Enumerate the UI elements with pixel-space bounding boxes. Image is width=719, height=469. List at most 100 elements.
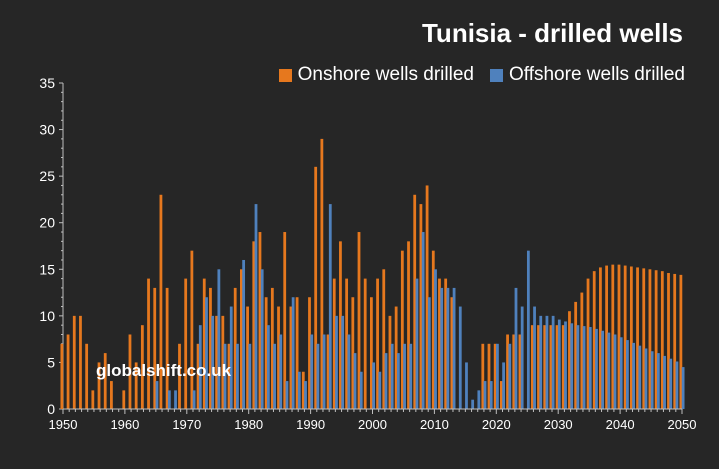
onshore-bar bbox=[636, 267, 639, 409]
offshore-bar bbox=[656, 353, 660, 409]
y-tick-label: 10 bbox=[39, 308, 55, 324]
onshore-bar bbox=[233, 287, 237, 409]
onshore-bar bbox=[60, 343, 64, 409]
x-tick-label: 1960 bbox=[110, 417, 139, 432]
onshore-bar bbox=[221, 315, 225, 409]
onshore-bar bbox=[178, 343, 181, 409]
x-tick-label: 1980 bbox=[234, 417, 263, 432]
onshore-bar bbox=[499, 381, 503, 409]
offshore-bar bbox=[508, 343, 512, 409]
legend-swatch-offshore bbox=[489, 68, 503, 82]
offshore-bar bbox=[601, 330, 605, 409]
offshore-bar bbox=[236, 343, 239, 409]
onshore-bar bbox=[537, 325, 540, 409]
onshore-bar bbox=[592, 271, 596, 409]
onshore-bar bbox=[481, 343, 485, 409]
offshore-bar bbox=[619, 337, 623, 409]
onshore-bar bbox=[308, 297, 311, 409]
offshore-bar bbox=[644, 348, 648, 409]
offshore-bar bbox=[217, 269, 221, 409]
onshore-bar bbox=[419, 204, 423, 409]
onshore-bar bbox=[246, 306, 249, 409]
onshore-bar bbox=[357, 232, 361, 409]
offshore-bar bbox=[520, 306, 524, 409]
onshore-bar bbox=[128, 334, 132, 409]
onshore-bar bbox=[425, 185, 429, 409]
offshore-bar bbox=[198, 325, 202, 409]
onshore-bar bbox=[444, 278, 448, 409]
offshore-bar bbox=[291, 297, 295, 409]
offshore-bar bbox=[681, 367, 685, 409]
offshore-bar bbox=[452, 287, 456, 409]
offshore-bar bbox=[310, 334, 314, 409]
offshore-bar bbox=[248, 343, 252, 409]
onshore-bar bbox=[240, 269, 243, 409]
offshore-bar bbox=[502, 362, 505, 409]
offshore-bar bbox=[260, 269, 264, 409]
onshore-bar bbox=[599, 267, 602, 409]
onshore-bar bbox=[512, 334, 516, 409]
onshore-bar bbox=[202, 278, 206, 409]
x-tick-label: 2030 bbox=[544, 417, 573, 432]
offshore-bar bbox=[632, 342, 635, 409]
offshore-bar bbox=[477, 390, 481, 409]
offshore-bar bbox=[465, 362, 468, 409]
onshore-bar bbox=[611, 264, 615, 409]
offshore-bar bbox=[229, 306, 233, 409]
onshore-bar bbox=[85, 343, 89, 409]
legend-item-onshore: Onshore wells drilled bbox=[278, 64, 474, 86]
offshore-bar bbox=[533, 306, 536, 409]
x-tick-label: 2050 bbox=[668, 417, 697, 432]
offshore-bar bbox=[626, 340, 629, 409]
onshore-bar bbox=[506, 334, 509, 409]
offshore-bar bbox=[254, 204, 258, 409]
chart-legend: Onshore wells drilled Offshore wells dri… bbox=[278, 64, 685, 86]
onshore-bar bbox=[586, 278, 590, 409]
onshore-bar bbox=[673, 273, 677, 409]
onshore-bar bbox=[648, 269, 652, 409]
x-tick-label: 1970 bbox=[172, 417, 201, 432]
x-tick-label: 2040 bbox=[606, 417, 635, 432]
offshore-bar bbox=[242, 259, 246, 409]
onshore-bar bbox=[487, 343, 491, 409]
offshore-bar bbox=[205, 297, 208, 409]
offshore-bar bbox=[483, 381, 487, 409]
onshore-bar bbox=[376, 278, 379, 409]
onshore-bar bbox=[568, 311, 571, 409]
offshore-bar bbox=[675, 361, 679, 409]
y-tick-label: 20 bbox=[39, 215, 55, 231]
offshore-bar bbox=[427, 297, 431, 409]
offshore-bar bbox=[545, 315, 549, 409]
onshore-bar bbox=[543, 325, 547, 409]
onshore-bar bbox=[660, 271, 664, 409]
onshore-bar bbox=[394, 306, 398, 409]
onshore-bar bbox=[438, 278, 441, 409]
y-tick-label: 15 bbox=[39, 261, 55, 277]
offshore-bar bbox=[588, 327, 592, 409]
onshore-bar bbox=[617, 264, 621, 409]
onshore-bar bbox=[388, 315, 392, 409]
offshore-bar bbox=[328, 204, 332, 409]
onshore-bar bbox=[320, 138, 324, 409]
onshore-bar bbox=[79, 315, 82, 409]
onshore-bar bbox=[66, 334, 70, 409]
offshore-bar bbox=[440, 287, 444, 409]
onshore-bar bbox=[623, 265, 627, 409]
onshore-bar bbox=[72, 315, 76, 409]
offshore-bar bbox=[471, 399, 475, 409]
onshore-bar bbox=[629, 266, 633, 409]
onshore-bar bbox=[140, 325, 144, 409]
offshore-bar bbox=[390, 343, 394, 409]
onshore-bar bbox=[289, 306, 293, 409]
onshore-bar bbox=[407, 241, 410, 409]
y-tick-label: 30 bbox=[39, 122, 55, 138]
offshore-bar bbox=[551, 315, 555, 409]
onshore-bar bbox=[667, 273, 670, 409]
onshore-bar bbox=[159, 194, 163, 409]
onshore-bar bbox=[91, 390, 95, 409]
offshore-bar bbox=[595, 328, 598, 409]
offshore-bar bbox=[341, 315, 345, 409]
offshore-bar bbox=[570, 323, 574, 409]
onshore-bar bbox=[605, 265, 608, 409]
x-tick-label: 2020 bbox=[482, 417, 511, 432]
